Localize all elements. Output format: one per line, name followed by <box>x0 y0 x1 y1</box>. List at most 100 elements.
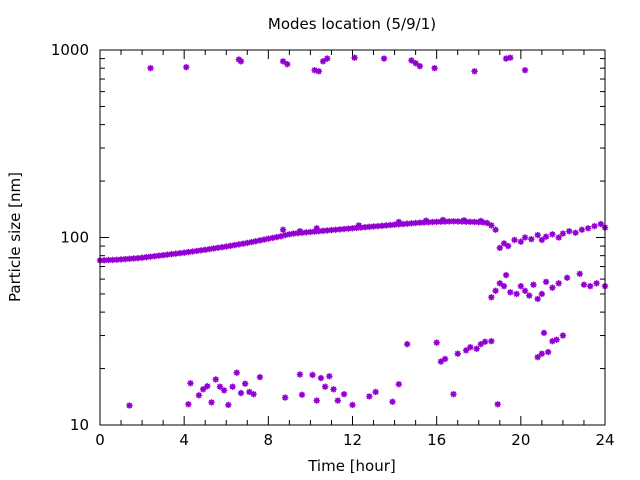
data-point <box>183 63 190 71</box>
data-point <box>559 230 567 237</box>
data-point <box>298 391 306 398</box>
x-tick-label: 24 <box>595 431 614 449</box>
data-point <box>450 218 457 225</box>
data-point <box>330 386 337 393</box>
data-point <box>216 383 224 390</box>
data-point <box>309 371 316 379</box>
data-point <box>538 350 546 357</box>
data-point <box>439 216 447 224</box>
data-point <box>422 217 430 224</box>
data-point <box>389 398 396 405</box>
data-point <box>250 390 257 398</box>
data-point <box>204 383 211 390</box>
data-point <box>187 380 194 387</box>
data-point <box>281 394 289 401</box>
data-point <box>534 231 541 239</box>
data-point <box>366 393 373 400</box>
data-point <box>349 401 356 409</box>
data-point <box>317 374 325 382</box>
data-point <box>555 280 562 287</box>
data-point <box>593 280 600 287</box>
data-point <box>279 226 287 233</box>
data-point <box>313 397 320 404</box>
data-point <box>105 256 112 264</box>
data-point <box>526 292 533 299</box>
data-point <box>237 58 245 65</box>
data-point <box>566 228 573 235</box>
data-point <box>372 388 379 396</box>
plot-frame <box>99 49 606 426</box>
data-point <box>521 67 529 74</box>
data-point <box>195 392 203 399</box>
data-point <box>324 55 331 62</box>
data-point <box>578 226 586 233</box>
data-point <box>340 390 348 398</box>
data-point <box>197 247 205 254</box>
data-point <box>481 338 489 345</box>
data-point <box>549 284 556 291</box>
x-tick-label: 12 <box>343 431 362 449</box>
data-point <box>214 244 222 252</box>
data-point <box>225 401 232 409</box>
data-point <box>404 340 411 348</box>
data-point <box>534 295 541 303</box>
data-point <box>544 348 552 356</box>
data-point <box>296 228 304 235</box>
data-point <box>597 220 604 228</box>
data-point <box>521 287 529 294</box>
data-point <box>507 54 514 61</box>
data-point <box>473 345 480 352</box>
data-point <box>450 390 457 398</box>
data-point <box>199 386 207 393</box>
data-point <box>494 401 501 408</box>
x-tick-label: 4 <box>179 431 189 449</box>
data-point <box>321 383 329 390</box>
data-point <box>553 336 560 343</box>
data-point <box>454 218 461 225</box>
data-point <box>538 290 546 298</box>
data-point <box>563 274 571 281</box>
x-axis-label: Time [hour] <box>307 457 396 475</box>
data-point <box>542 278 550 286</box>
data-point <box>446 218 453 225</box>
data-point <box>433 218 440 226</box>
data-point <box>517 238 525 245</box>
data-point <box>462 347 470 354</box>
data-point <box>180 249 188 256</box>
data-point <box>220 387 228 394</box>
data-point <box>408 57 415 64</box>
data-point <box>584 225 592 232</box>
data-point <box>313 225 320 232</box>
data-point <box>117 256 125 263</box>
data-point <box>505 242 512 250</box>
data-point <box>502 271 510 279</box>
data-point <box>355 222 363 229</box>
data-point <box>460 217 468 224</box>
data-point <box>587 282 594 290</box>
data-point <box>467 343 474 351</box>
data-point <box>530 281 537 288</box>
data-point <box>540 329 548 337</box>
data-point <box>126 402 133 409</box>
data-point <box>164 251 171 258</box>
data-point <box>326 373 333 380</box>
data-point <box>395 218 402 226</box>
data-point <box>437 358 445 365</box>
data-point <box>507 289 514 296</box>
data-point <box>212 376 219 383</box>
data-point <box>284 60 291 68</box>
data-point <box>492 226 499 233</box>
data-point <box>126 255 133 262</box>
data-point <box>500 282 508 290</box>
x-tick-label: 20 <box>511 431 530 449</box>
data-point <box>488 337 495 345</box>
data-point <box>412 60 419 67</box>
data-point <box>441 355 449 363</box>
data-point <box>319 58 327 65</box>
data-point <box>549 231 556 238</box>
data-point <box>580 281 588 288</box>
data-point <box>513 290 520 298</box>
data-point <box>496 280 503 287</box>
